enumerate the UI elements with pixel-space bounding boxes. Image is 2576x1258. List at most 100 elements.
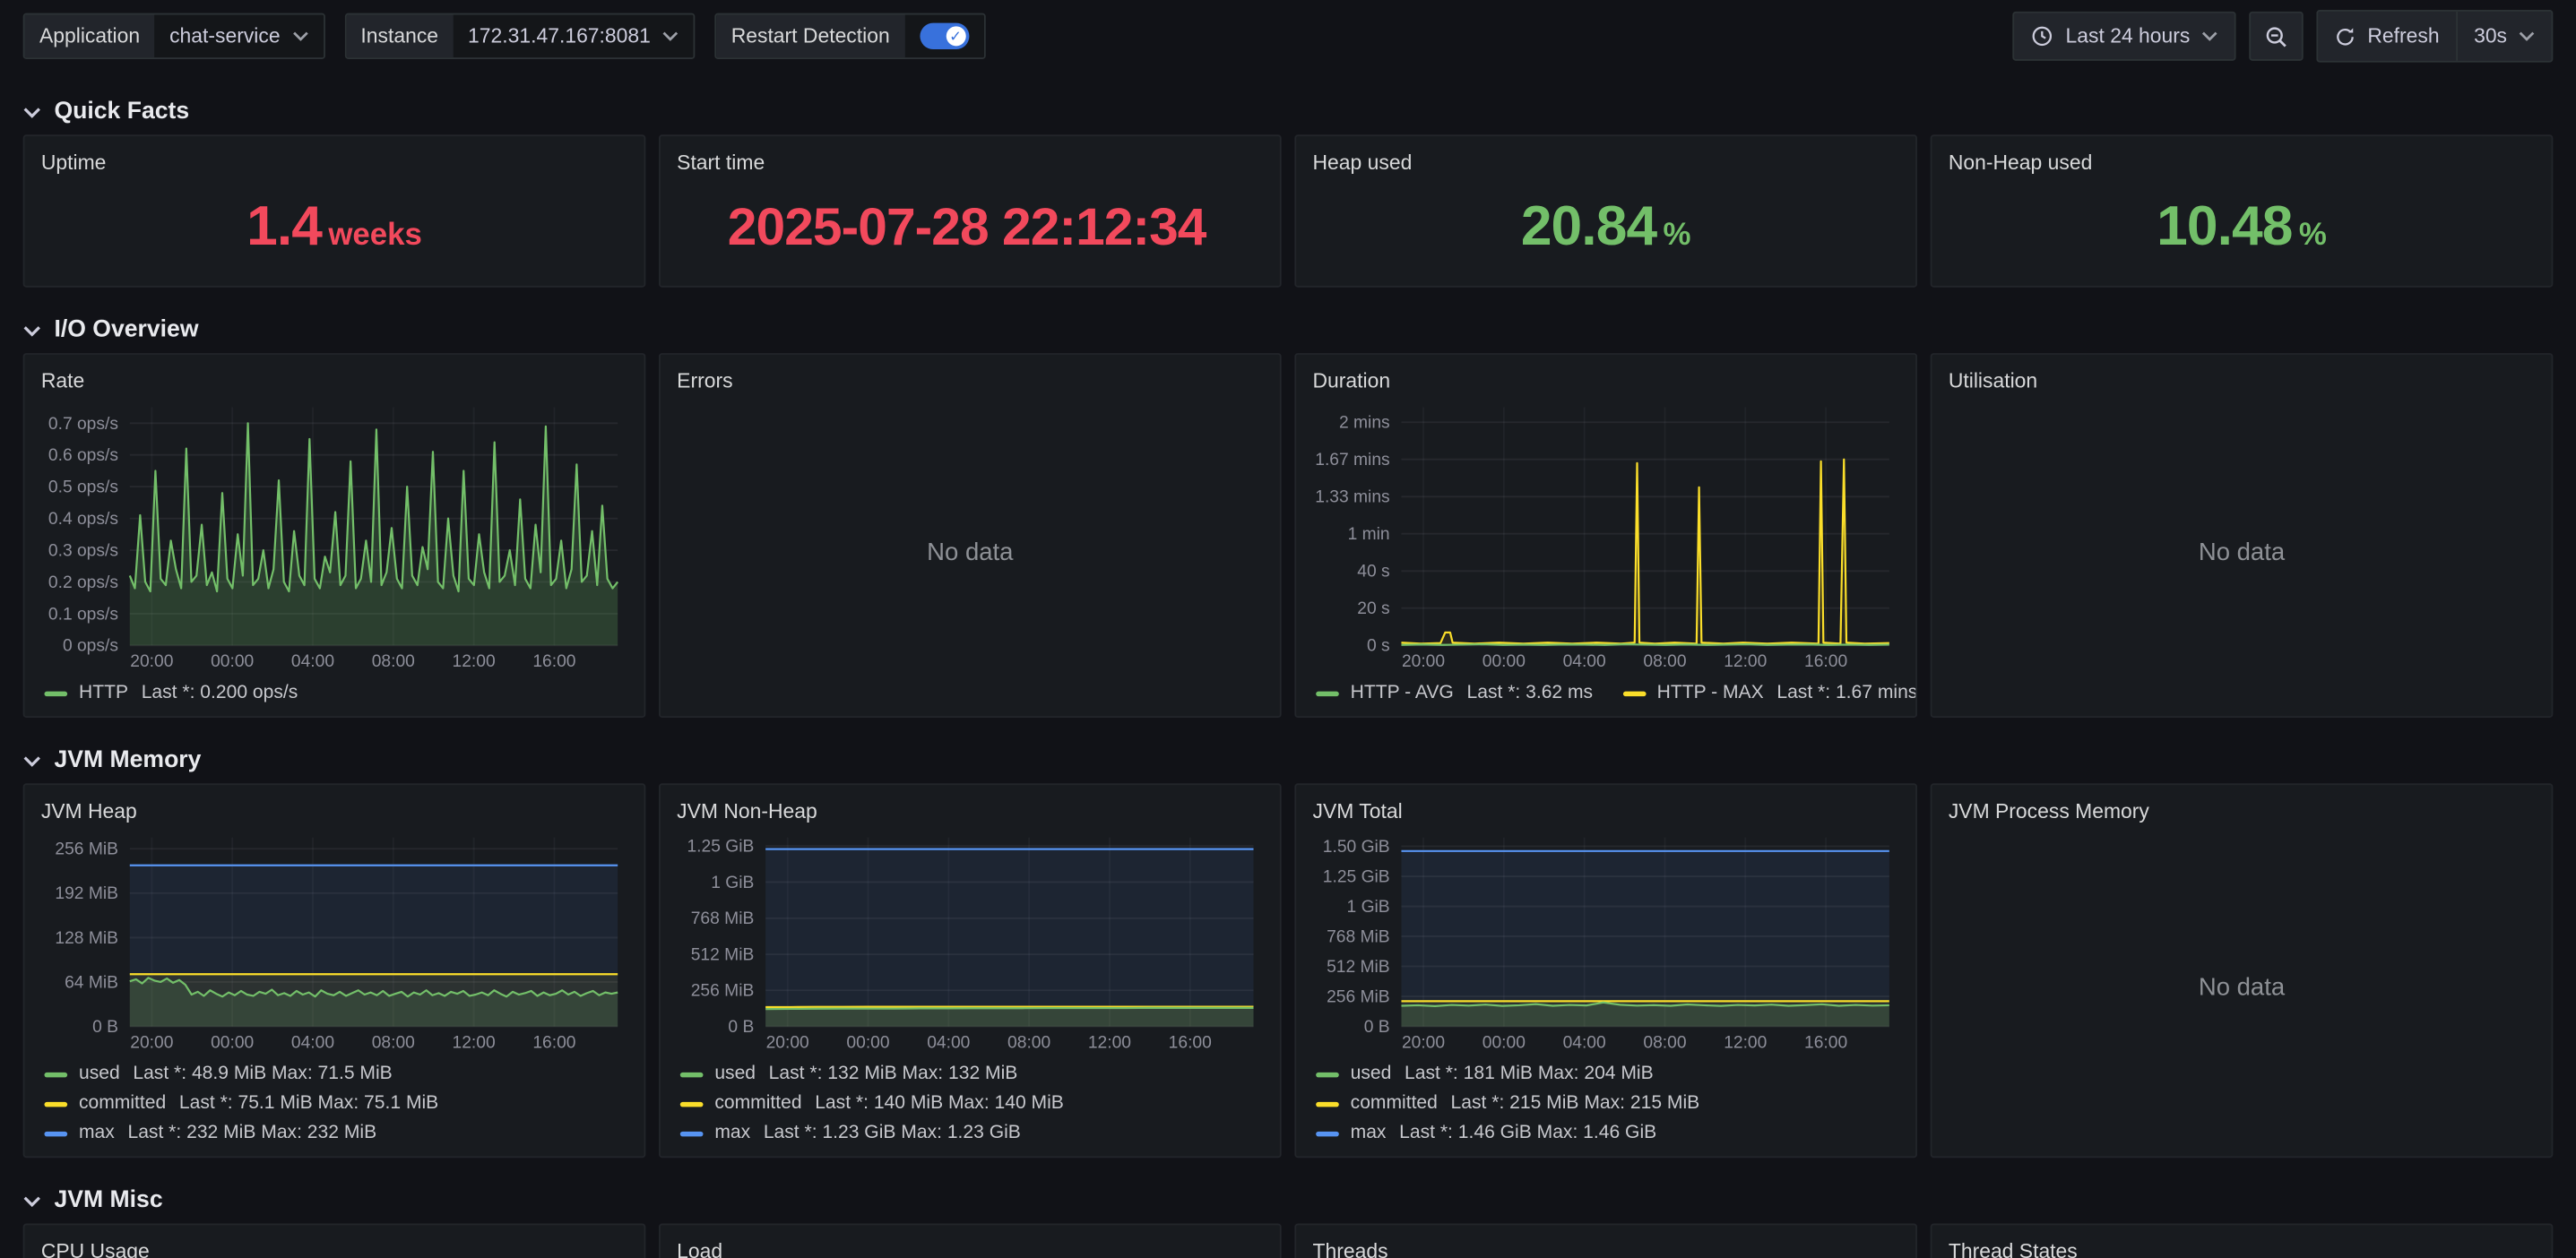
section-io-overview[interactable]: I/O Overview — [23, 307, 2554, 353]
legend-item-max[interactable]: max Last *: 1.23 GiB Max: 1.23 GiB — [680, 1120, 1021, 1146]
svg-text:12:00: 12:00 — [1724, 652, 1767, 671]
legend-label: HTTP - AVG — [1351, 683, 1454, 702]
svg-text:20:00: 20:00 — [1402, 1033, 1445, 1052]
legend-item-max[interactable]: max Last *: 1.46 GiB Max: 1.46 GiB — [1316, 1120, 1656, 1146]
zoom-out-button[interactable] — [2249, 12, 2303, 61]
panel-title[interactable]: Thread States — [1949, 1235, 2535, 1258]
svg-text:00:00: 00:00 — [1482, 1033, 1526, 1052]
application-value: chat-service — [169, 24, 281, 47]
section-collapse-icon — [23, 106, 41, 117]
grafana-dashboard: Application chat-service Instance 172.31… — [0, 0, 2576, 1258]
legend-item-used[interactable]: used Last *: 48.9 MiB Max: 71.5 MiB — [44, 1061, 392, 1087]
panel-uptime: Uptime 1.4 weeks — [23, 134, 646, 287]
jvm-total-chart[interactable]: 20:0000:0004:0008:0012:0016:001.50 GiB1.… — [1312, 828, 1898, 1056]
panel-title[interactable]: Utilisation — [1949, 365, 2535, 398]
application-select[interactable]: chat-service — [155, 14, 324, 57]
legend-row: HTTP - AVG Last *: 3.62 ms HTTP - MAX La… — [1316, 680, 1899, 706]
section-jvm-memory[interactable]: JVM Memory — [23, 737, 2554, 783]
legend-stats: Last *: 75.1 MiB Max: 75.1 MiB — [179, 1094, 438, 1114]
svg-text:256 MiB: 256 MiB — [55, 840, 118, 859]
refresh-interval-select[interactable]: 30s — [2458, 12, 2552, 61]
refresh-button[interactable]: Refresh — [2318, 12, 2456, 61]
legend-item-committed[interactable]: committed Last *: 140 MiB Max: 140 MiB — [680, 1090, 1064, 1116]
section-title: I/O Overview — [54, 317, 198, 343]
refresh-label: Refresh — [2367, 24, 2439, 47]
legend-item-http[interactable]: HTTP Last *: 0.200 ops/s — [44, 680, 298, 706]
panel-title[interactable]: Rate — [41, 365, 627, 398]
section-quick-facts[interactable]: Quick Facts — [23, 89, 2554, 134]
legend-stats: Last *: 140 MiB Max: 140 MiB — [815, 1094, 1064, 1114]
svg-text:0 B: 0 B — [728, 1018, 754, 1037]
legend-item-used[interactable]: used Last *: 181 MiB Max: 204 MiB — [1316, 1061, 1654, 1087]
svg-text:0 s: 0 s — [1367, 637, 1390, 656]
svg-text:20 s: 20 s — [1357, 599, 1389, 618]
panel-title[interactable]: Load — [677, 1235, 1263, 1258]
instance-select[interactable]: 172.31.47.167:8081 — [454, 14, 694, 57]
panel-title[interactable]: Non-Heap used — [1949, 146, 2535, 179]
section-collapse-icon — [23, 324, 41, 336]
duration-chart[interactable]: 20:0000:0004:0008:0012:0016:002 mins1.67… — [1312, 398, 1898, 676]
svg-text:00:00: 00:00 — [1482, 652, 1526, 671]
rate-chart[interactable]: 20:0000:0004:0008:0012:0016:000.7 ops/s0… — [41, 398, 627, 676]
panel-title[interactable]: Uptime — [41, 146, 627, 179]
svg-text:12:00: 12:00 — [453, 1033, 496, 1052]
legend: used Last *: 48.9 MiB Max: 71.5 MiB comm… — [41, 1056, 627, 1147]
svg-text:0 B: 0 B — [1364, 1018, 1390, 1037]
stat-number: 2025-07-28 22:12:34 — [728, 197, 1206, 258]
application-label: Application — [24, 14, 154, 57]
stat-value: 1.4 weeks — [41, 179, 627, 276]
legend-item-http-max[interactable]: HTTP - MAX Last *: 1.67 mins — [1622, 680, 1917, 706]
panel-title[interactable]: JVM Non-Heap — [677, 795, 1263, 828]
no-data-message: No data — [677, 398, 1263, 707]
panel-thread-states: Thread States — [1931, 1224, 2554, 1258]
instance-value: 172.31.47.167:8081 — [468, 24, 651, 47]
svg-text:768 MiB: 768 MiB — [691, 909, 755, 928]
time-range-label: Last 24 hours — [2066, 24, 2191, 47]
svg-text:256 MiB: 256 MiB — [1327, 987, 1390, 1006]
series-color-marker — [680, 1101, 704, 1106]
legend-item-committed[interactable]: committed Last *: 215 MiB Max: 215 MiB — [1316, 1090, 1699, 1116]
legend-stats: Last *: 132 MiB Max: 132 MiB — [769, 1064, 1018, 1084]
series-color-marker — [44, 691, 67, 695]
panel-title[interactable]: Errors — [677, 365, 1263, 398]
panel-duration: Duration 20:0000:0004:0008:0012:0016:002… — [1294, 353, 1917, 718]
svg-text:64 MiB: 64 MiB — [65, 973, 118, 992]
series-color-marker — [44, 1101, 67, 1106]
refresh-interval-value: 30s — [2474, 24, 2507, 47]
legend-label: used — [79, 1064, 120, 1084]
panel-title[interactable]: JVM Total — [1312, 795, 1898, 828]
panel-title[interactable]: Heap used — [1312, 146, 1898, 179]
section-jvm-misc[interactable]: JVM Misc — [23, 1177, 2554, 1223]
panel-jvm-heap: JVM Heap 20:0000:0004:0008:0012:0016:002… — [23, 783, 646, 1158]
svg-text:08:00: 08:00 — [1643, 652, 1686, 671]
refresh-icon — [2335, 25, 2356, 47]
legend-item-used[interactable]: used Last *: 132 MiB Max: 132 MiB — [680, 1061, 1018, 1087]
panel-title[interactable]: Start time — [677, 146, 1263, 179]
time-range-picker[interactable]: Last 24 hours — [2013, 12, 2236, 61]
legend-item-committed[interactable]: committed Last *: 75.1 MiB Max: 75.1 MiB — [44, 1090, 438, 1116]
jvm-heap-chart[interactable]: 20:0000:0004:0008:0012:0016:00256 MiB192… — [41, 828, 627, 1056]
svg-text:0.2 ops/s: 0.2 ops/s — [48, 573, 118, 592]
panel-title[interactable]: JVM Heap — [41, 795, 627, 828]
legend-label: max — [79, 1124, 115, 1143]
panel-title[interactable]: CPU Usage — [41, 1235, 627, 1258]
panel-title[interactable]: JVM Process Memory — [1949, 795, 2535, 828]
panel-heap-used: Heap used 20.84 % — [1294, 134, 1917, 287]
svg-text:08:00: 08:00 — [1643, 1033, 1686, 1052]
svg-text:16:00: 16:00 — [532, 1033, 575, 1052]
quick-facts-row: Uptime 1.4 weeks Start time 2025-07-28 2… — [23, 134, 2554, 287]
panel-title[interactable]: Duration — [1312, 365, 1898, 398]
series-color-marker — [44, 1131, 67, 1135]
restart-detection-toggle[interactable]: ✓ — [920, 23, 969, 49]
svg-text:00:00: 00:00 — [846, 1033, 889, 1052]
svg-text:00:00: 00:00 — [211, 1033, 254, 1052]
svg-text:2 mins: 2 mins — [1339, 414, 1390, 433]
legend-item-http-avg[interactable]: HTTP - AVG Last *: 3.62 ms — [1316, 680, 1593, 706]
no-data-message: No data — [1949, 828, 2535, 1147]
panel-jvm-process-memory: JVM Process Memory No data — [1931, 783, 2554, 1158]
panel-title[interactable]: Threads — [1312, 1235, 1898, 1258]
legend-item-max[interactable]: max Last *: 232 MiB Max: 232 MiB — [44, 1120, 376, 1146]
jvm-nonheap-chart[interactable]: 20:0000:0004:0008:0012:0016:001.25 GiB1 … — [677, 828, 1263, 1056]
panel-jvm-total: JVM Total 20:0000:0004:0008:0012:0016:00… — [1294, 783, 1917, 1158]
legend-stats: Last *: 1.46 GiB Max: 1.46 GiB — [1399, 1124, 1656, 1143]
